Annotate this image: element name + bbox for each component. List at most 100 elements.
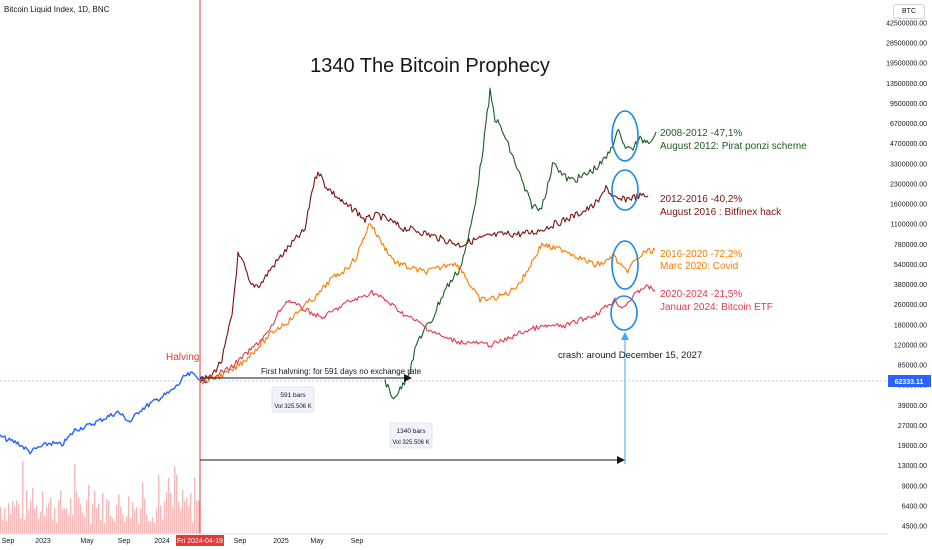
measure-591-head <box>404 374 412 382</box>
y-tick-label: 1600000.00 <box>890 202 927 209</box>
volume-bar <box>194 477 196 534</box>
volume-bar <box>198 500 200 534</box>
currency-button[interactable]: BTC <box>893 4 925 19</box>
volume-bar <box>94 490 96 534</box>
volume-bar <box>82 512 84 534</box>
volume-bar <box>118 494 120 534</box>
volume-bar <box>154 522 156 534</box>
box2-bars: 1340 bars <box>397 428 427 435</box>
crash-arrow-head <box>621 332 629 340</box>
y-tick-label: 540000.00 <box>894 262 927 269</box>
series-2012-desc: August 2016 : Bitfinex hack <box>660 207 782 218</box>
series-2016-name: 2016-2020 -72,2% <box>660 249 742 260</box>
y-tick-label: 13000.00 <box>898 463 927 470</box>
volume-bar <box>12 500 14 534</box>
volume-bar <box>170 492 172 534</box>
series-2008-name: 2008-2012 -47,1% <box>660 128 742 139</box>
y-tick-label: 9500000.00 <box>890 101 927 108</box>
volume-bar <box>172 506 174 534</box>
volume-bar <box>32 488 34 534</box>
volume-bars <box>0 461 200 534</box>
series-2012-name: 2012-2016 -40,2% <box>660 194 742 205</box>
volume-bar <box>102 492 104 534</box>
x-tick-label: 2025 <box>273 538 289 545</box>
chart-title: 1340 The Bitcoin Prophecy <box>310 55 550 77</box>
x-tick-label: 2023 <box>35 538 51 545</box>
y-tick-label: 260000.00 <box>894 302 927 309</box>
volume-bar <box>14 506 16 534</box>
volume-bar <box>190 493 192 534</box>
volume-bar <box>182 489 184 534</box>
volume-bar <box>50 497 52 534</box>
volume-bar <box>122 514 124 534</box>
volume-bar <box>2 519 4 534</box>
series-2020-desc: Januar 2024: Bitcoin ETF <box>660 302 773 313</box>
volume-bar <box>10 514 12 534</box>
circle-2020 <box>610 295 638 331</box>
halving-label: Halving <box>166 352 199 363</box>
volume-bar <box>72 514 74 534</box>
volume-bar <box>62 508 64 534</box>
volume-bar <box>152 517 154 534</box>
volume-bar <box>144 498 146 534</box>
circle-2016 <box>611 240 639 290</box>
volume-bar <box>66 508 68 534</box>
volume-bar <box>60 490 62 534</box>
volume-bar <box>86 499 88 534</box>
volume-bar <box>84 516 86 534</box>
volume-bar <box>22 461 24 534</box>
x-tick-label: Sep <box>118 538 131 545</box>
volume-bar <box>54 508 56 534</box>
circle-2012 <box>611 169 639 211</box>
volume-bar <box>92 503 94 534</box>
first-halving-note: First halvning: for 591 days no exchange… <box>261 367 422 376</box>
y-tick-label: 6700000.00 <box>890 121 927 128</box>
volume-bar <box>96 508 98 534</box>
last-price-label: 62333.11 <box>895 379 924 386</box>
volume-bar <box>188 506 190 534</box>
x-tick-label: Sep <box>234 538 247 545</box>
x-axis: Sep 2023 May Sep 2024 Fri 2024-04-19 Sep 2025 Ma… <box>0 533 888 546</box>
volume-bar <box>44 515 46 534</box>
volume-bar <box>120 506 122 534</box>
y-tick-label: 13500000.00 <box>886 81 927 88</box>
y-tick-label: 9000.00 <box>902 483 927 490</box>
volume-bar <box>108 500 110 534</box>
box1-bars: 591 bars <box>280 392 306 399</box>
volume-bar <box>78 497 80 534</box>
y-tick-label: 3300000.00 <box>890 161 927 168</box>
y-tick-label: 2300000.00 <box>890 181 927 188</box>
volume-bar <box>100 519 102 534</box>
y-tick-label: 39000.00 <box>898 403 927 410</box>
x-tick-label: Sep <box>351 538 364 545</box>
volume-bar <box>126 515 128 534</box>
y-tick-label: 28500000.00 <box>886 41 927 48</box>
volume-bar <box>128 496 130 534</box>
volume-bar <box>114 521 116 534</box>
volume-bar <box>132 502 134 534</box>
series-2012-line <box>199 171 649 383</box>
volume-bar <box>134 509 136 534</box>
y-tick-label: 6400.00 <box>902 503 927 510</box>
volume-bar <box>56 522 58 534</box>
volume-bar <box>150 521 152 534</box>
volume-bar <box>130 518 132 534</box>
volume-bar <box>64 508 66 534</box>
volume-bar <box>16 500 18 534</box>
volume-bar <box>164 500 166 534</box>
y-tick-label: 4700000.00 <box>890 141 927 148</box>
volume-bar <box>18 504 20 534</box>
box2-vol: Vol 325.506 K <box>392 440 429 446</box>
volume-bar <box>162 519 164 534</box>
series-2008-line <box>384 87 657 400</box>
volume-bar <box>24 519 26 534</box>
circle-2008 <box>611 110 639 162</box>
volume-bar <box>6 521 8 534</box>
series-2020-name: 2020-2024 -21,5% <box>660 289 742 300</box>
y-tick-label: 180000.00 <box>894 322 927 329</box>
volume-bar <box>186 497 188 534</box>
volume-bar <box>138 523 140 534</box>
volume-bar <box>58 500 60 534</box>
volume-bar <box>106 499 108 534</box>
box1-vol: Vol 325.506 K <box>274 404 311 410</box>
